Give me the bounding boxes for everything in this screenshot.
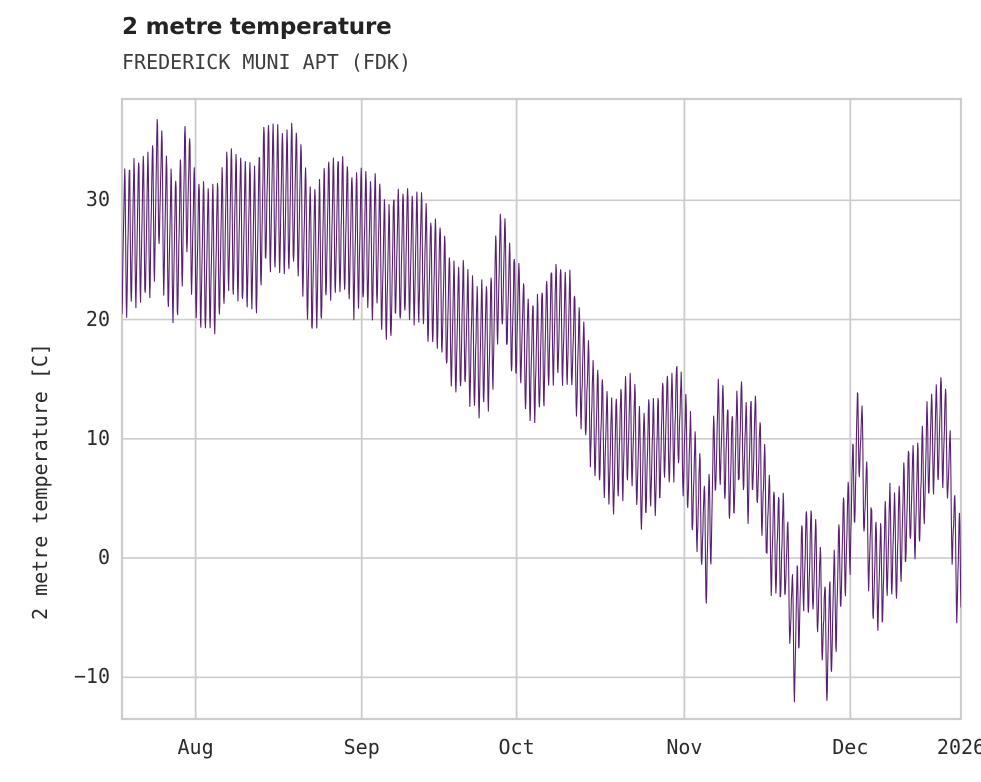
series-clip-group [122, 118, 961, 703]
x-tick-label: Oct [498, 735, 535, 759]
chart-title: 2 metre temperature [122, 14, 392, 40]
x-tick-label: Sep [343, 735, 380, 759]
x-tick-label: Aug [177, 735, 214, 759]
y-tick-label: −10 [73, 664, 110, 689]
y-tick-label: 10 [85, 425, 110, 450]
x-tick-label: 2026 [936, 735, 981, 759]
y-tick-label: 30 [85, 187, 110, 212]
y-tick-label: 20 [85, 306, 110, 331]
plot-frame [120, 97, 963, 721]
x-tick-label: Nov [666, 735, 703, 759]
data-series [122, 118, 961, 703]
x-tick-label: Dec [832, 735, 869, 759]
chart-subtitle: FREDERICK MUNI APT (FDK) [122, 50, 411, 74]
y-tick-label: 0 [97, 545, 110, 570]
temperature-line [122, 118, 961, 703]
